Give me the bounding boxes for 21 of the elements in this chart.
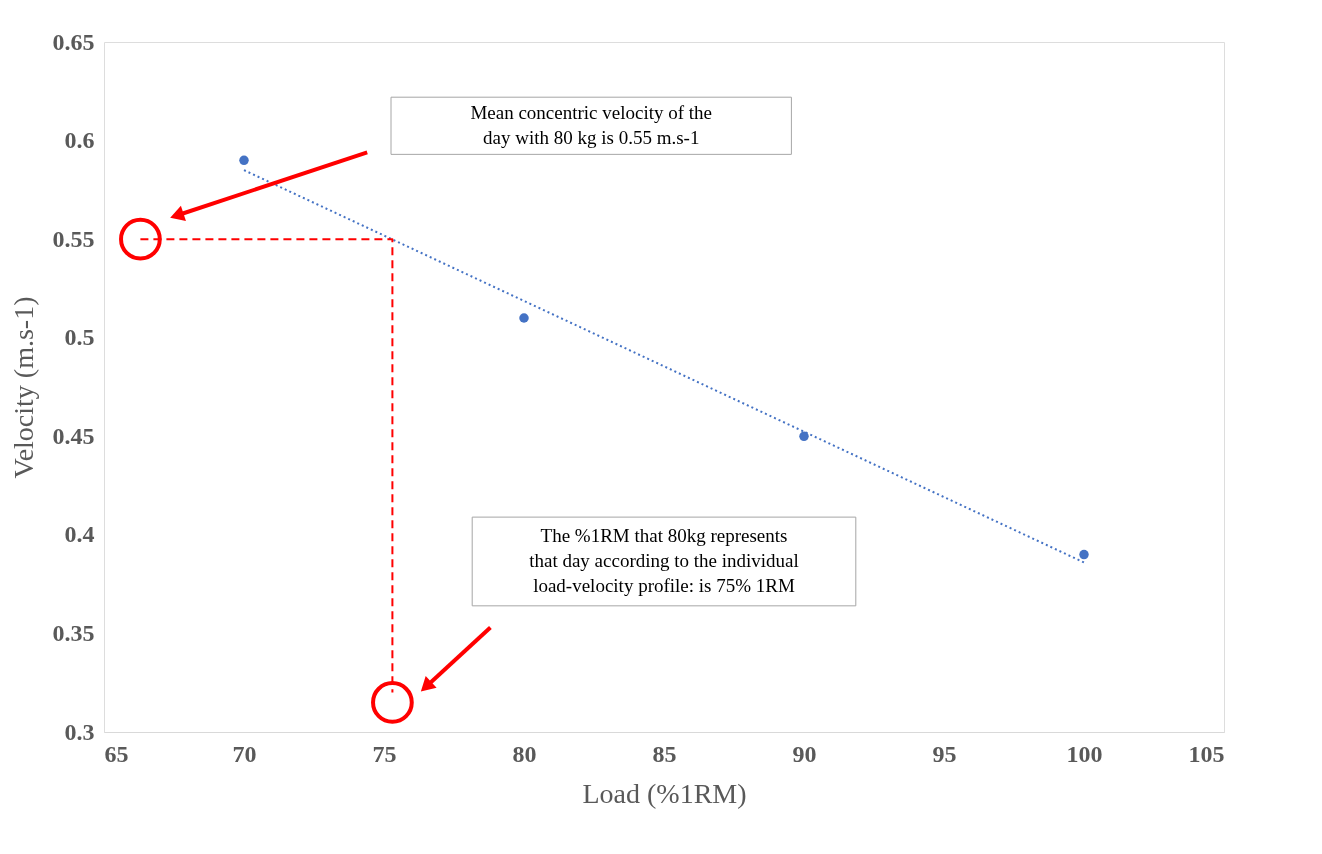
x-tick-label: 75	[372, 740, 397, 767]
x-axis-title: Load (%1RM)	[582, 777, 747, 809]
x-tick-label: 85	[652, 740, 677, 767]
y-tick-label: 0.3	[64, 718, 95, 745]
annotation: Mean concentric velocity of the day with 80 kg is 0.55 m.s-1	[470, 102, 713, 149]
annotation: The %1RM that 80kg represents that day according to the individual load-velocity profile: is 75% 1RM	[529, 525, 799, 597]
x-tick-label: 95	[932, 740, 957, 767]
y-tick-label: 0.65	[52, 28, 95, 55]
x-tick-label: 80	[512, 740, 537, 767]
y-tick-label: 0.55	[52, 225, 95, 252]
y-axis-title: Velocity (m.s-1)	[7, 296, 39, 479]
x-tick-label: 65	[104, 740, 129, 767]
x-tick-label: 105	[1188, 740, 1225, 767]
y-tick-label: 0.5	[64, 324, 95, 351]
x-tick-label: 70	[232, 740, 257, 767]
y-tick-label: 0.45	[52, 422, 95, 449]
y-tick-label: 0.4	[64, 521, 95, 548]
y-tick-label: 0.35	[52, 619, 95, 646]
y-tick-label: 0.6	[64, 127, 95, 154]
x-tick-label: 90	[792, 740, 817, 767]
x-tick-label: 100	[1066, 740, 1103, 767]
